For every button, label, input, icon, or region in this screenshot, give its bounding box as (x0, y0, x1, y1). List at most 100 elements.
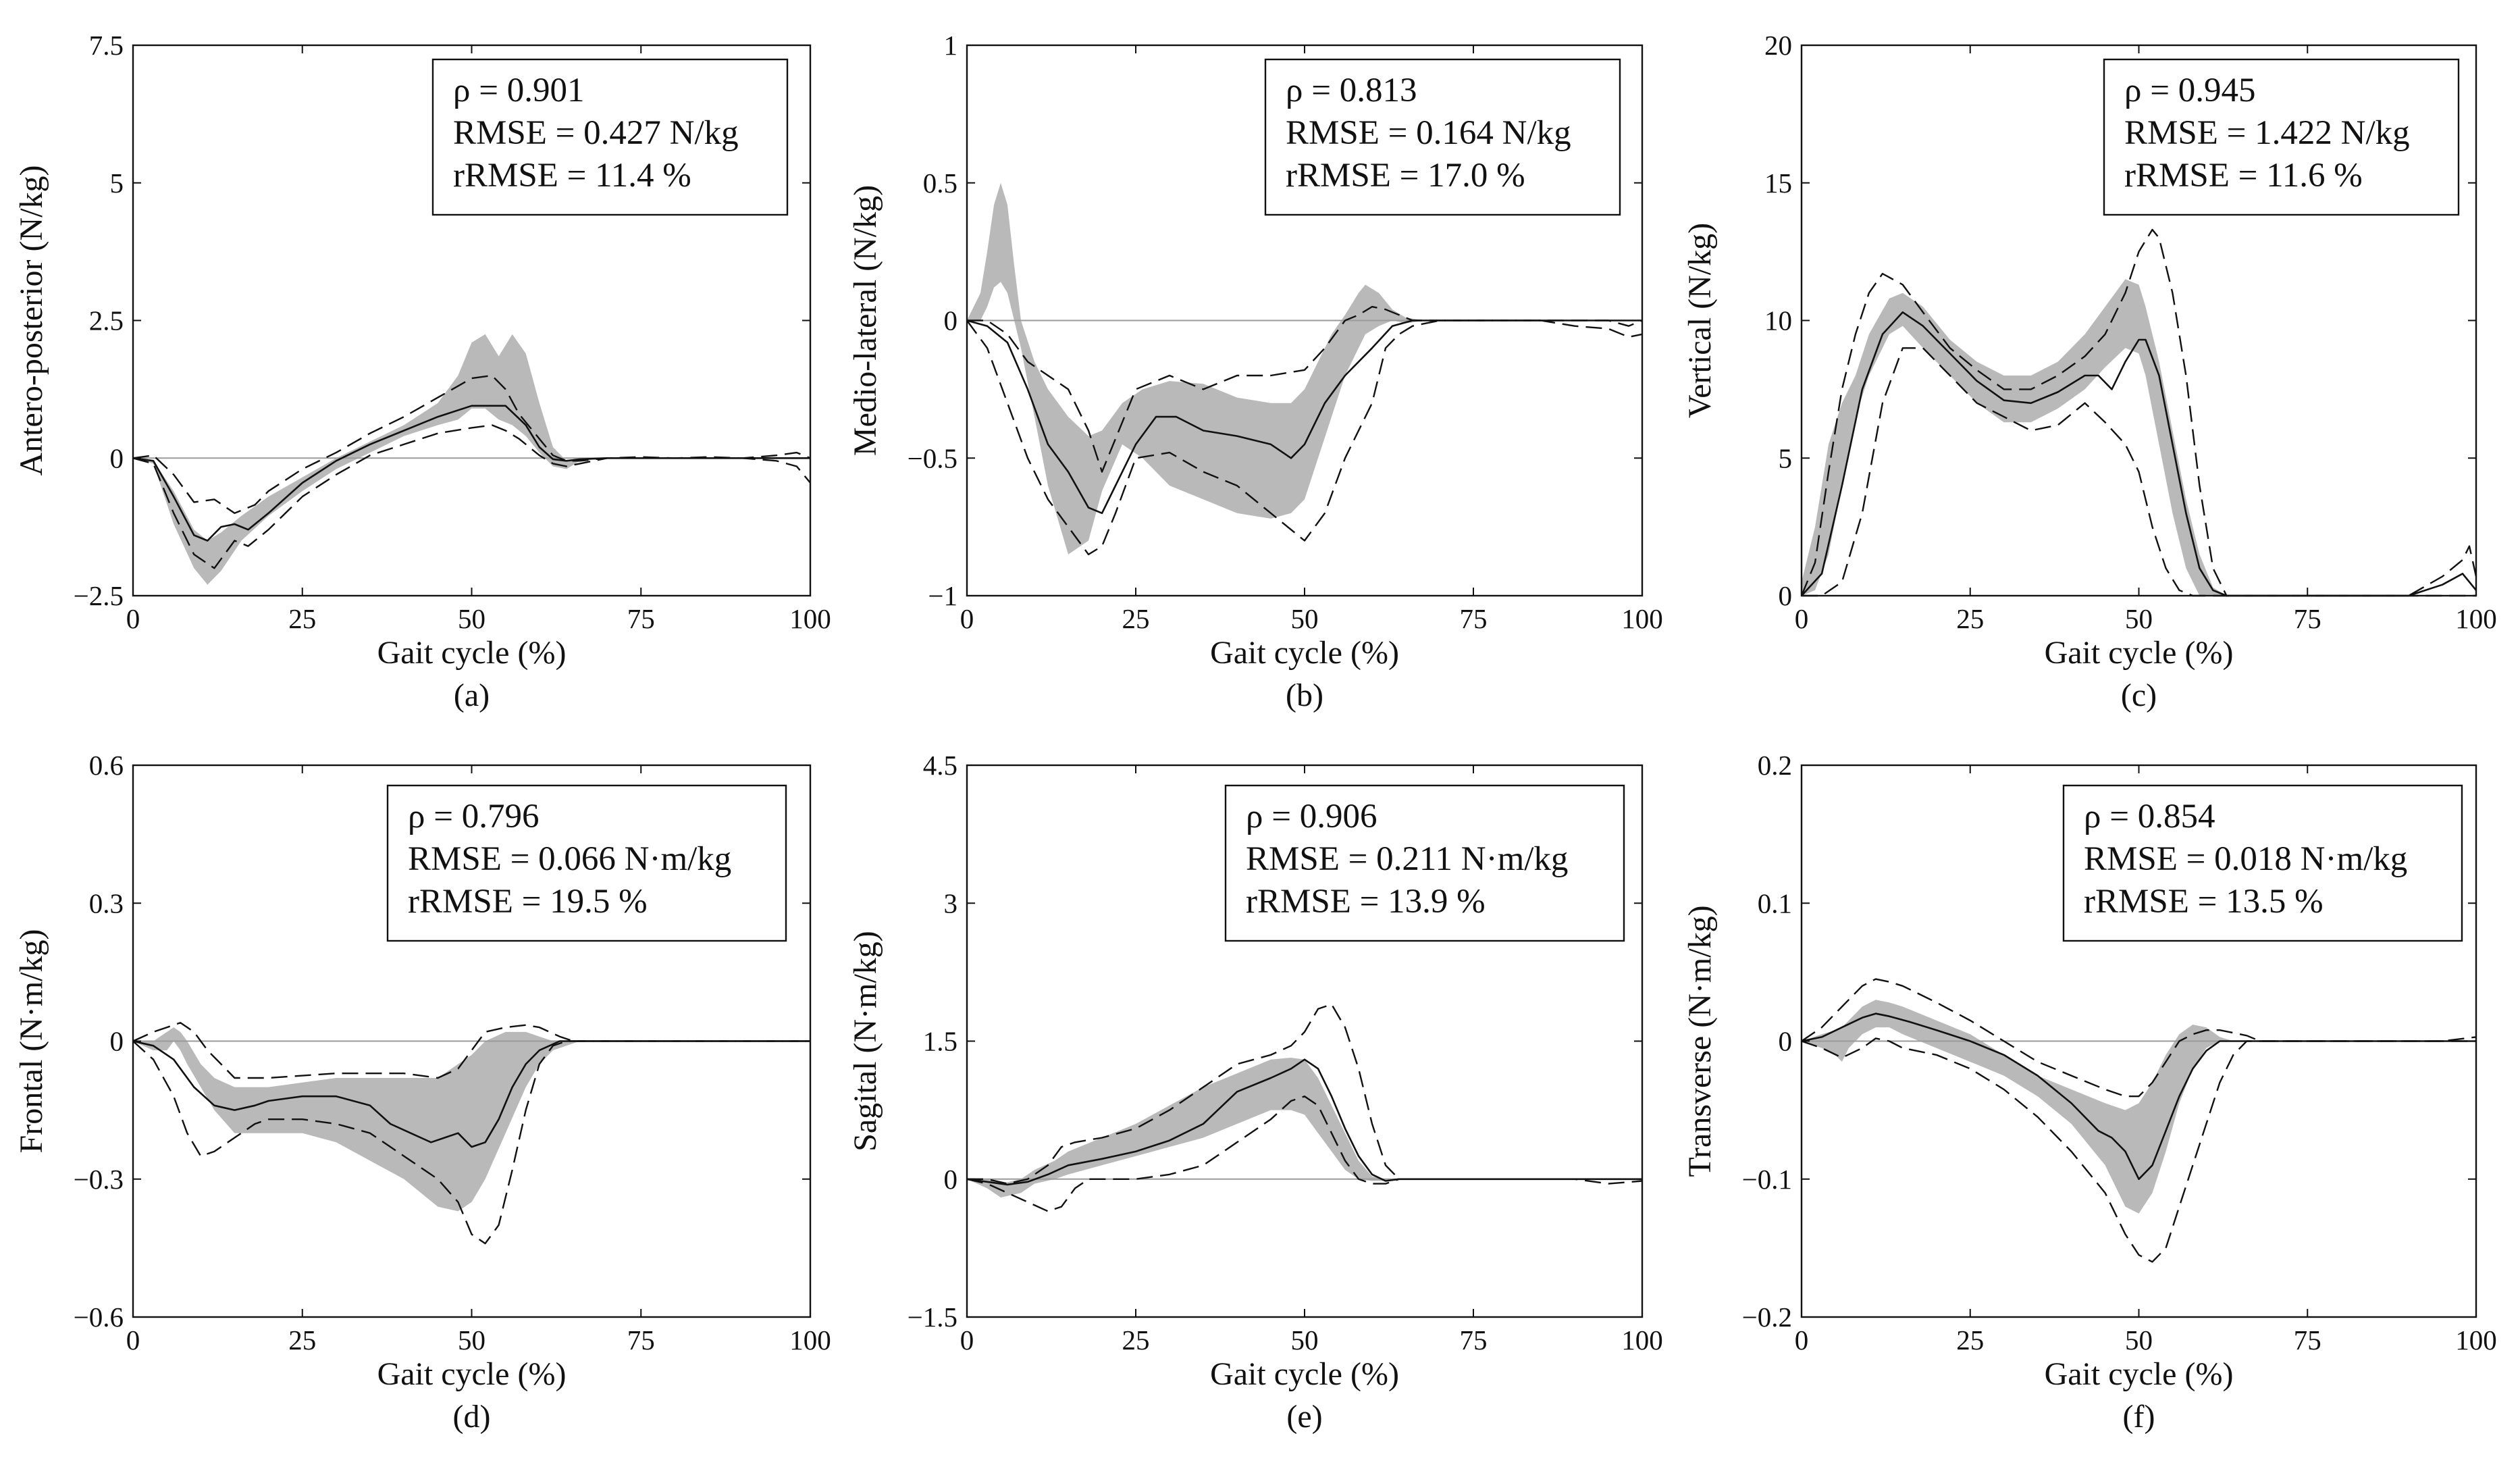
stats-line-1: ρ = 0.813 (1286, 72, 1417, 109)
stats-line-1: ρ = 0.854 (2084, 798, 2215, 835)
y-tick-label: −0.6 (74, 1302, 124, 1333)
series-mean-line (966, 319, 1642, 515)
panel-label: (a) (454, 677, 490, 713)
y-tick-label: 4.5 (923, 750, 957, 781)
x-tick-label: 75 (2294, 603, 2321, 634)
panel-label: (d) (453, 1399, 491, 1435)
band-area (967, 1058, 1642, 1197)
stats-line-1: ρ = 0.796 (408, 798, 539, 835)
y-tick-label: 0 (944, 305, 958, 336)
x-tick-label: 0 (1795, 603, 1809, 634)
series-mean-line (132, 405, 810, 542)
y-tick-label: −0.3 (74, 1164, 124, 1195)
y-axis-label: Medio-lateral (N/kg) (847, 185, 883, 456)
x-tick-label: 0 (1795, 1324, 1809, 1356)
series-sd-lower-line (132, 1040, 810, 1245)
x-axis-label: Gait cycle (%) (1210, 1356, 1399, 1392)
stats-box (1264, 58, 1621, 216)
stats-box (431, 58, 789, 216)
x-tick-label: 75 (627, 1324, 655, 1356)
x-tick-label: 25 (1956, 1324, 1984, 1356)
stats-box (2062, 784, 2463, 942)
x-tick-label: 0 (126, 1324, 140, 1356)
band-area (133, 334, 810, 585)
band-area (967, 182, 1642, 555)
stats-line-3: rRMSE = 17.0 % (1286, 157, 1525, 195)
y-tick-label: 0 (1779, 1026, 1793, 1057)
stats-line-3: rRMSE = 11.6 % (2124, 157, 2363, 195)
y-tick-label: 0.5 (923, 167, 957, 199)
y-tick-label: 20 (1764, 30, 1792, 61)
stats-line-2: RMSE = 0.066 N·m/kg (408, 840, 731, 878)
stats-line-3: rRMSE = 13.9 % (1246, 883, 1486, 921)
x-tick-label: 50 (1291, 603, 1319, 634)
y-tick-label: −1 (928, 580, 957, 611)
y-tick-label: 0.1 (1758, 887, 1792, 919)
y-tick-label: 0 (944, 1164, 958, 1195)
series-sd-upper-line (132, 374, 811, 514)
stats-line-2: RMSE = 1.422 N/kg (2124, 114, 2410, 152)
series-sd-upper-line (967, 305, 1643, 473)
x-tick-label: 0 (126, 603, 140, 634)
y-tick-label: 0.2 (1758, 750, 1792, 781)
x-tick-label: 25 (288, 603, 316, 634)
x-tick-label: 100 (2455, 603, 2497, 634)
panel-label: (f) (2123, 1399, 2155, 1435)
panel-label: (c) (2121, 677, 2157, 713)
x-tick-label: 50 (2125, 603, 2153, 634)
y-tick-label: 5 (1779, 442, 1793, 473)
series-mean-line (132, 1040, 810, 1148)
y-tick-label: 1 (944, 30, 958, 61)
y-tick-label: 0.3 (89, 887, 124, 919)
stats-line-3: rRMSE = 13.5 % (2084, 883, 2324, 921)
stats-box (2103, 58, 2460, 216)
stats-line-1: ρ = 0.945 (2124, 72, 2255, 109)
stats-line-3: rRMSE = 11.4 % (453, 157, 691, 195)
x-tick-label: 100 (789, 603, 831, 634)
y-tick-label: 10 (1764, 305, 1792, 336)
series-sd-upper-line (1800, 228, 2477, 597)
x-tick-label: 0 (960, 603, 974, 634)
x-axis-label: Gait cycle (%) (377, 635, 567, 671)
y-tick-label: 0.6 (89, 750, 124, 781)
chart-panel-2: 0 25 50 75 100 1 0.5 0 −0.5 −1 Gait cycle (%) (b) Me… (847, 30, 1663, 713)
panel-label: (e) (1286, 1399, 1322, 1435)
stats-line-1: ρ = 0.901 (453, 72, 584, 109)
x-axis-label: Gait cycle (%) (1210, 635, 1399, 671)
y-axis-label: Sagital (N·m/kg) (847, 931, 883, 1152)
y-tick-label: 2.5 (89, 305, 124, 336)
x-tick-label: 25 (288, 1324, 316, 1356)
x-axis-label: Gait cycle (%) (377, 1356, 567, 1392)
series-sd-upper-line (1801, 978, 2476, 1098)
stats-line-2: RMSE = 0.018 N·m/kg (2084, 840, 2407, 878)
y-tick-label: 1.5 (923, 1026, 957, 1057)
x-tick-label: 25 (1122, 603, 1150, 634)
x-tick-label: 50 (2125, 1324, 2153, 1356)
x-tick-label: 0 (960, 1324, 974, 1356)
stats-line-2: RMSE = 0.211 N·m/kg (1246, 840, 1568, 878)
x-tick-label: 100 (1621, 603, 1663, 634)
chart-panel-4: 0 25 50 75 100 0.6 0.3 0 −0.3 −0.6 Gait cycle (%) (… (14, 750, 831, 1435)
band-area (1802, 279, 2476, 596)
series-sd-lower-line (132, 424, 811, 569)
y-tick-label: 3 (944, 887, 958, 919)
x-tick-label: 50 (458, 1324, 485, 1356)
x-tick-label: 100 (2455, 1324, 2497, 1356)
series-mean-line (1801, 311, 2477, 597)
y-tick-label: −0.5 (908, 442, 957, 473)
y-tick-label: 5 (110, 167, 124, 199)
x-tick-label: 100 (1621, 1324, 1663, 1356)
y-axis-label: Vertical (N/kg) (1682, 223, 1718, 418)
x-tick-label: 50 (458, 603, 485, 634)
stats-box (386, 784, 787, 942)
y-tick-label: −1.5 (908, 1302, 957, 1333)
series-mean-line (966, 1058, 1642, 1186)
x-tick-label: 75 (1460, 603, 1488, 634)
x-axis-label: Gait cycle (%) (2045, 1356, 2234, 1392)
x-tick-label: 75 (1460, 1324, 1488, 1356)
band-area (1802, 1000, 2476, 1214)
